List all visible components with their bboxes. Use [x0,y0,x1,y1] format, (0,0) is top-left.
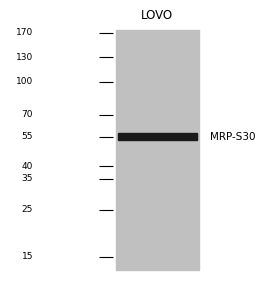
Bar [116,30,199,270]
Text: 170: 170 [16,28,33,37]
Text: 35: 35 [22,174,33,183]
Text: 130: 130 [16,53,33,62]
Text: 55: 55 [22,132,33,141]
Text: 15: 15 [22,252,33,261]
Text: 70: 70 [22,110,33,119]
Text: 25: 25 [22,205,33,214]
Text: MRP-S30: MRP-S30 [210,132,255,142]
Text: 100: 100 [16,77,33,86]
Text: 40: 40 [22,162,33,171]
Text: LOVO: LOVO [141,9,173,22]
Bar [118,133,197,140]
